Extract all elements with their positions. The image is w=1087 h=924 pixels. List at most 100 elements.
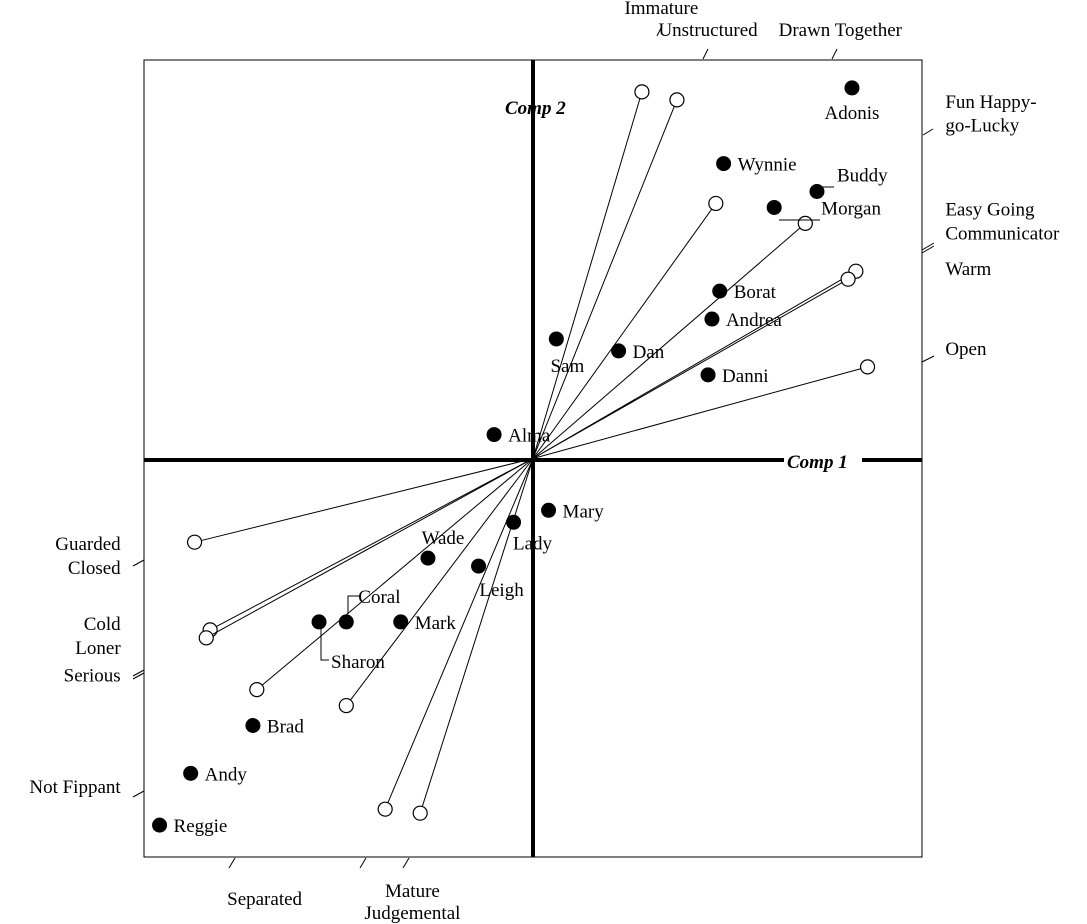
point-label-wade: Wade — [422, 528, 465, 549]
loading-tip-6 — [840, 271, 856, 287]
tick-easy-1 — [921, 242, 935, 251]
point-label-sharon: Sharon — [331, 652, 385, 673]
point-wynnie — [716, 156, 732, 172]
tick-separated — [228, 857, 236, 869]
point-label-borat: Borat — [734, 282, 777, 303]
point-sharon — [311, 614, 327, 630]
point-coral — [338, 614, 354, 630]
point-label-lady: Lady — [513, 533, 553, 554]
point-label-mark: Mark — [415, 613, 457, 634]
point-label-dan: Dan — [633, 342, 665, 363]
tick-easy-2 — [921, 245, 935, 254]
loading-vector-8 — [194, 458, 534, 543]
point-label-buddy: Buddy — [837, 166, 888, 187]
variable-label-mature: Mature — [385, 881, 440, 902]
point-label-leigh: Leigh — [479, 580, 524, 601]
loading-tip-1 — [634, 84, 650, 100]
loading-vector-5 — [532, 270, 857, 459]
tick-judgemental-1 — [359, 857, 367, 869]
variable-label-warm: Warm — [945, 259, 991, 280]
point-andrea — [704, 311, 720, 327]
point-label-danni: Danni — [722, 366, 768, 387]
variable-label-unstructured: Unstructured — [658, 20, 758, 41]
loading-tip-3 — [708, 195, 724, 212]
point-label-sam: Sam — [550, 356, 584, 377]
variable-label-drawn-together: Drawn Together — [779, 20, 903, 41]
point-reggie — [152, 817, 168, 833]
point-andy — [183, 765, 199, 781]
point-wade — [420, 550, 436, 566]
point-alma — [486, 427, 502, 443]
point-brad — [245, 717, 261, 733]
loading-vector-4 — [532, 223, 806, 459]
variable-label-easy-going: Easy Going — [945, 199, 1035, 220]
variable-label-guarded: Guarded — [55, 534, 121, 555]
tick-guarded — [132, 559, 145, 567]
loading-tip-13 — [377, 801, 393, 817]
point-danni — [700, 367, 716, 383]
point-label-morgan: Morgan — [821, 198, 881, 219]
loading-tip-10 — [198, 630, 214, 646]
point-mary — [541, 502, 557, 518]
loading-vector-10 — [205, 458, 534, 639]
loading-vector-2 — [532, 99, 678, 459]
loading-vector-14 — [419, 458, 534, 814]
loading-vector-1 — [532, 91, 643, 459]
loading-vector-6 — [532, 278, 849, 459]
variable-label-go-lucky: go-Lucky — [945, 116, 1019, 137]
point-dan — [611, 343, 627, 359]
point-buddy — [809, 184, 825, 200]
point-label-mary: Mary — [563, 501, 605, 522]
loading-tip-8 — [186, 534, 203, 550]
loading-tip-4 — [797, 215, 813, 231]
loading-vector-3 — [532, 203, 717, 459]
tick-immature — [656, 25, 663, 37]
tick-not-fippant — [132, 790, 145, 798]
point-sam — [548, 331, 564, 347]
tick-unstructured — [702, 48, 709, 60]
variable-label-not-fippant: Not Fippant — [29, 777, 121, 798]
point-label-coral: Coral — [358, 587, 400, 608]
tick-open — [921, 355, 935, 363]
sharon-leader — [320, 626, 329, 661]
buddy-leader — [817, 186, 834, 197]
variable-label-serious: Serious — [64, 666, 121, 687]
tick-fun — [922, 128, 934, 136]
variable-label-fun-happy: Fun Happy- — [945, 92, 1036, 113]
point-label-alma: Alma — [508, 426, 551, 447]
tick-cold-1 — [132, 669, 145, 677]
variable-label-open: Open — [945, 339, 987, 360]
variable-label-cold: Cold — [84, 614, 121, 635]
point-label-adonis: Adonis — [825, 103, 880, 124]
comp-1-label-bg — [784, 447, 862, 473]
loading-vector-12 — [345, 458, 534, 706]
y-axis-label: Comp 2 — [505, 98, 566, 119]
tick-drawn-together — [831, 48, 838, 60]
loading-tip-2 — [669, 92, 685, 108]
loading-vector-9 — [209, 458, 534, 631]
point-lady — [506, 514, 522, 530]
point-adonis — [844, 80, 860, 96]
variable-label-separated: Separated — [227, 889, 302, 910]
tick-cold-2 — [132, 672, 145, 680]
loading-vector-13 — [384, 458, 534, 810]
point-label-brad: Brad — [267, 716, 304, 737]
point-leigh — [471, 558, 487, 574]
loading-tip-11 — [249, 682, 265, 698]
point-label-reggie: Reggie — [174, 816, 228, 837]
x-axis-label: Comp 1 — [787, 452, 848, 473]
point-label-andy: Andy — [205, 764, 248, 785]
variable-label-judgemental: Judgemental — [364, 903, 460, 924]
coral-leader — [347, 595, 360, 614]
variable-label-closed: Closed — [68, 558, 121, 579]
loading-vector-7 — [532, 366, 868, 459]
loading-vector-11 — [256, 458, 534, 691]
point-borat — [712, 283, 728, 299]
point-morgan — [766, 199, 782, 215]
point-mark — [393, 614, 409, 630]
point-label-wynnie: Wynnie — [738, 155, 797, 176]
loading-tip-14 — [412, 805, 428, 821]
loading-tip-12 — [338, 697, 354, 714]
tick-judgemental-2 — [402, 857, 410, 869]
